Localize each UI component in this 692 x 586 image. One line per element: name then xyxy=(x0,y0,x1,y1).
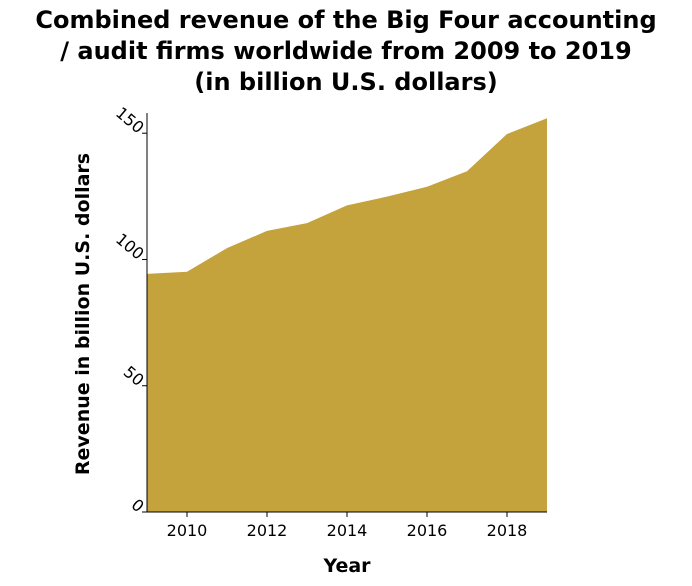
chart-title-line-3: (in billion U.S. dollars) xyxy=(194,68,497,96)
area-series-fill xyxy=(147,118,547,513)
chart-title-line-1: Combined revenue of the Big Four account… xyxy=(35,6,656,34)
x-tick-label-2010: 2010 xyxy=(167,521,208,540)
x-tick-label-2016: 2016 xyxy=(407,521,448,540)
chart-title: Combined revenue of the Big Four account… xyxy=(35,6,656,96)
x-axis-ticks: 2010 2012 2014 2016 2018 xyxy=(167,512,528,540)
x-tick-label-2014: 2014 xyxy=(327,521,368,540)
y-axis-title: Revenue in billion U.S. dollars xyxy=(72,153,94,475)
chart-title-line-2: / audit firms worldwide from 2009 to 201… xyxy=(60,37,631,65)
x-axis-title: Year xyxy=(322,555,371,577)
y-tick-label-150: 150 xyxy=(112,103,148,137)
x-tick-label-2012: 2012 xyxy=(247,521,288,540)
y-tick-label-100: 100 xyxy=(112,229,148,263)
x-tick-label-2018: 2018 xyxy=(487,521,528,540)
y-tick-label-0: 0 xyxy=(128,495,148,516)
